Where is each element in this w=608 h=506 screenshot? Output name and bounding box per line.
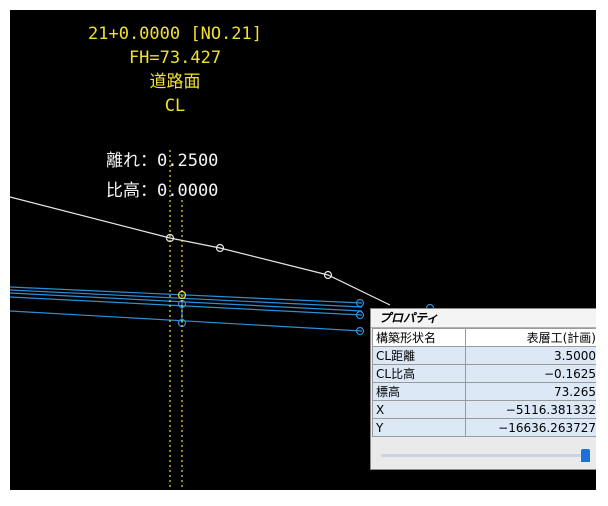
pavement-vertex[interactable] [355, 310, 365, 320]
slider-track[interactable] [381, 454, 581, 457]
cl-label: CL [164, 96, 186, 116]
ground-vertex[interactable] [215, 243, 225, 253]
property-key: Y [372, 418, 466, 437]
table-row: CL距離 3.5000 [372, 346, 596, 365]
property-value: −5116.381332 [465, 400, 596, 419]
property-key: CL比高 [372, 364, 466, 383]
formation-height-label: FH=73.427 [128, 48, 222, 68]
pavement-vertex[interactable] [355, 326, 365, 336]
property-value: 表層工(計画) [465, 328, 596, 347]
table-row: 標高 73.265 [372, 382, 596, 401]
table-row: X −5116.381332 [372, 400, 596, 419]
property-value: 3.5000 [465, 346, 596, 365]
slider-thumb[interactable] [581, 449, 590, 462]
table-row: CL比高 −0.1625 [372, 364, 596, 383]
pavement-line[interactable] [10, 296, 363, 316]
ground-line[interactable] [10, 196, 391, 306]
ground-vertex[interactable] [323, 270, 333, 280]
properties-panel[interactable]: プロパティ 構築形状名 表層工(計画) CL距離 3.5000 CL比高 −0.… [370, 308, 596, 470]
properties-table: 構築形状名 表層工(計画) CL距離 3.5000 CL比高 −0.1625 標… [372, 328, 596, 437]
property-value: −0.1625 [465, 364, 596, 383]
property-key: CL距離 [372, 346, 466, 365]
property-value: 73.265 [465, 382, 596, 401]
transparency-slider[interactable] [381, 449, 591, 462]
property-key: 構築形状名 [372, 328, 466, 347]
pavement-vertex[interactable] [355, 298, 365, 308]
table-row: 構築形状名 表層工(計画) [372, 328, 596, 347]
property-key: X [372, 400, 466, 419]
surface-label: 道路面 [149, 72, 201, 92]
cross-section-canvas[interactable]: 21+0.0000 [NO.21] FH=73.427 道路面 CL 離れ：0.… [10, 10, 596, 490]
pavement-line[interactable] [10, 289, 363, 308]
pavement-line[interactable] [10, 292, 363, 312]
property-value: −16636.263727 [465, 418, 596, 437]
table-row: Y −16636.263727 [372, 418, 596, 437]
pavement-line[interactable] [10, 310, 363, 332]
property-key: 標高 [372, 382, 466, 401]
properties-title: プロパティ [371, 309, 596, 328]
offset-label: 離れ：0.2500 [106, 151, 219, 171]
station-label: 21+0.0000 [NO.21] [88, 24, 262, 44]
relative-height-label: 比高：0.0000 [106, 181, 219, 201]
